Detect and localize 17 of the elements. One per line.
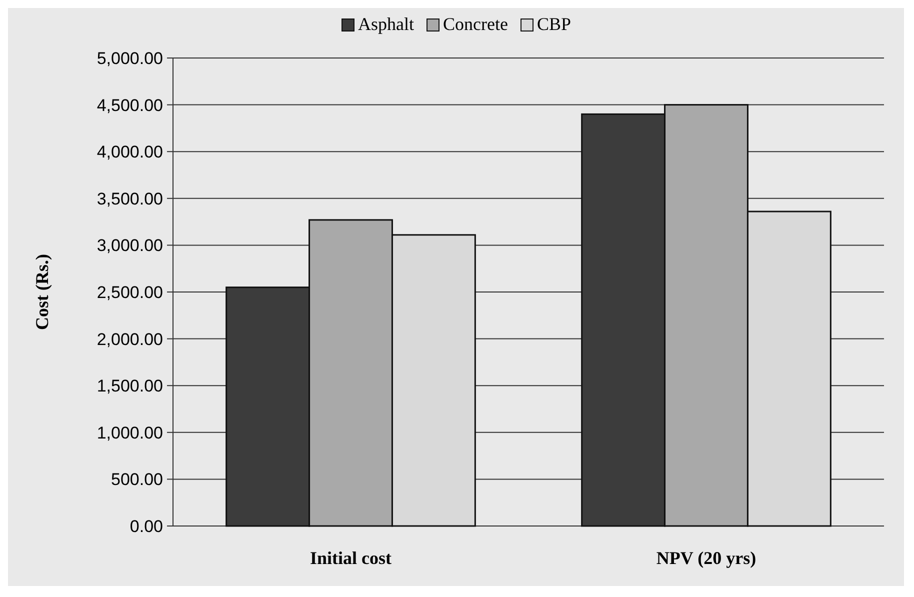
y-tick-label: 4,000.00 <box>96 142 163 162</box>
y-tick-label: 2,000.00 <box>96 330 163 349</box>
y-tick-label: 3,500.00 <box>96 189 163 208</box>
y-axis-title: Cost (Rs.) <box>32 254 52 330</box>
x-tick-label: NPV (20 yrs) <box>656 548 756 568</box>
y-tick-label: 4,500.00 <box>96 96 163 115</box>
y-tick-label: 2,500.00 <box>96 282 163 302</box>
legend-label: Concrete <box>443 14 508 34</box>
y-tick-label: 5,000.00 <box>96 48 163 68</box>
legend-label: Asphalt <box>358 14 414 34</box>
y-tick-label: 0.00 <box>130 516 163 536</box>
legend-label: CBP <box>537 14 572 34</box>
y-tick-label: 500.00 <box>111 470 163 490</box>
y-tick-label: 1,500.00 <box>96 376 163 396</box>
x-tick-label: Initial cost <box>310 548 392 568</box>
y-tick-label: 1,000.00 <box>96 423 163 442</box>
y-tick-label: 3,000.00 <box>96 236 163 256</box>
